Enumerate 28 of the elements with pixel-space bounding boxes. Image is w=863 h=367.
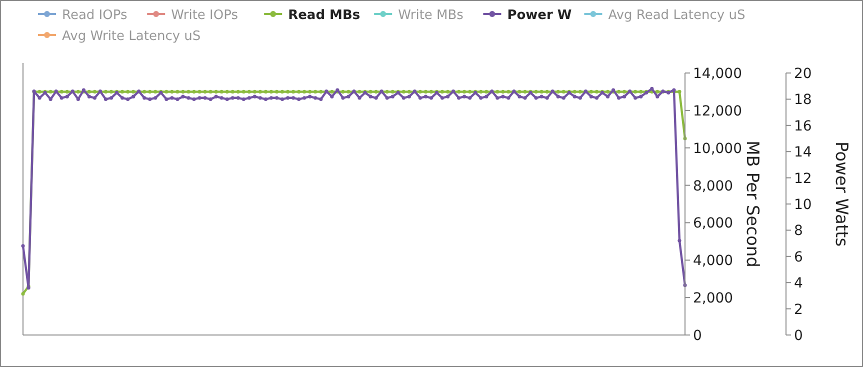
- legend-label: Power W: [507, 8, 572, 23]
- y2-tick-label: 0: [794, 328, 803, 344]
- y-tick-label: 14,000: [693, 66, 742, 82]
- legend-label: Read IOPs: [62, 8, 128, 23]
- y2-tick-label: 10: [794, 197, 812, 213]
- y-tick-label: 10,000: [693, 140, 742, 157]
- y2-tick-label: 20: [794, 66, 812, 82]
- y-tick-label: 4,000: [693, 253, 734, 270]
- y2-tick-label: 4: [794, 276, 803, 292]
- y-axis-title: MB Per Second: [742, 140, 762, 268]
- legend-label: Write MBs: [398, 8, 464, 23]
- legend-label: Read MBs: [288, 8, 360, 23]
- legend-label: Write IOPs: [171, 8, 238, 23]
- legend-label: Avg Write Latency uS: [62, 29, 201, 44]
- y2-tick-label: 18: [794, 92, 812, 108]
- y-tick-label: 12,000: [693, 103, 742, 120]
- y2-axis-title: Power Watts: [831, 141, 851, 247]
- y-tick-label: 8,000: [693, 178, 734, 194]
- legend-label: Avg Read Latency uS: [608, 8, 746, 23]
- y2-tick-label: 14: [794, 144, 812, 161]
- y2-tick-label: 16: [794, 118, 812, 134]
- y2-tick-label: 2: [794, 302, 803, 318]
- y2-tick-label: 8: [794, 223, 803, 240]
- y-tick-label: 2,000: [693, 290, 734, 307]
- y2-tick-label: 6: [794, 249, 803, 266]
- y-tick-label: 0: [693, 328, 702, 344]
- y-tick-label: 6,000: [693, 216, 734, 232]
- y2-tick-label: 12: [794, 170, 812, 187]
